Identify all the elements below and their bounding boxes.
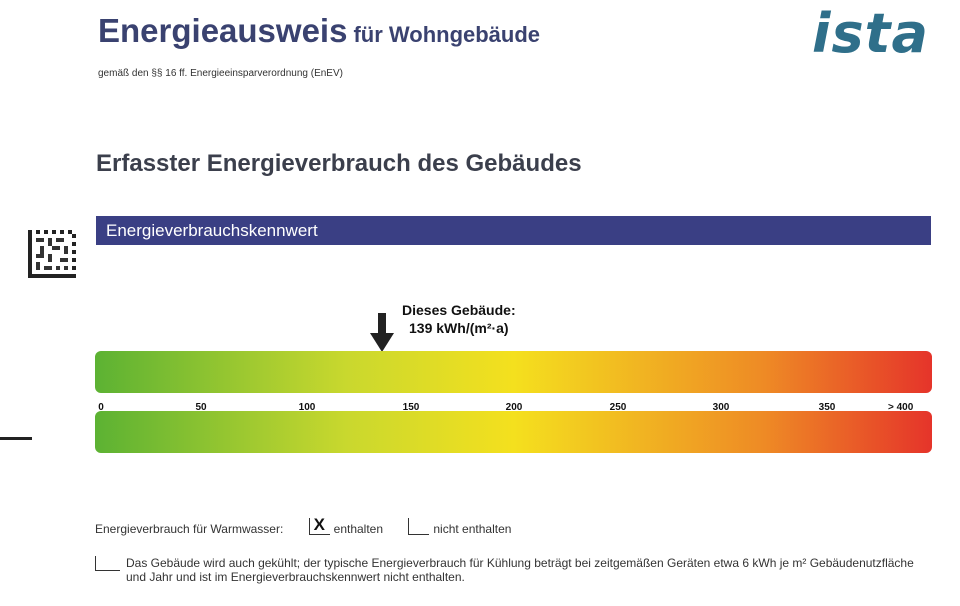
energy-scale-top <box>95 351 932 393</box>
tick-label-max: > 400 <box>888 402 914 413</box>
tick-label: 50 <box>195 402 207 413</box>
indicator-label-line1: Dieses Gebäude: <box>402 302 516 318</box>
building-indicator-label: Dieses Gebäude: 139 kWh/(m²·a) <box>402 301 516 337</box>
check-mark-icon: X <box>313 515 325 534</box>
regulation-subtitle: gemäß den §§ 16 ff. Energieeinsparverord… <box>98 68 343 79</box>
tick-label: 100 <box>298 402 316 413</box>
kuehlung-text: Das Gebäude wird auch gekühlt; der typis… <box>126 556 914 584</box>
title-suffix: für Wohngebäude <box>353 22 541 47</box>
down-arrow-icon <box>369 313 394 352</box>
checkbox-enthalten[interactable]: X <box>308 515 330 535</box>
ista-logo: ista <box>812 2 929 65</box>
tick-label: 200 <box>505 402 523 413</box>
tick-label: 150 <box>402 402 420 413</box>
tick-label: 300 <box>712 402 730 413</box>
option-nicht-enthalten-label: nicht enthalten <box>433 522 512 536</box>
energy-scale-bottom <box>95 411 932 453</box>
option-enthalten-label: enthalten <box>333 522 384 536</box>
tick-label: 0 <box>98 402 104 413</box>
warmwasser-label: Energieverbrauch für Warmwasser: <box>95 522 284 536</box>
section-title: Erfasster Energieverbrauch des Gebäudes <box>96 150 582 177</box>
indicator-value: 139 kWh/(m²·a) <box>409 320 509 336</box>
checkbox-kuehlung[interactable] <box>95 556 120 571</box>
datamatrix-code-icon <box>28 230 76 278</box>
tick-label: 250 <box>609 402 627 413</box>
checkbox-nicht-enthalten[interactable] <box>408 518 430 535</box>
margin-mark <box>0 437 32 440</box>
title-text: Energieausweis <box>98 12 348 49</box>
document-title: Energieausweis für Wohngebäude <box>98 12 540 50</box>
section-bar-header: Energieverbrauchskennwert <box>96 216 931 245</box>
tick-label: 350 <box>818 402 836 413</box>
kuehlung-row: Das Gebäude wird auch gekühlt; der typis… <box>95 556 925 584</box>
